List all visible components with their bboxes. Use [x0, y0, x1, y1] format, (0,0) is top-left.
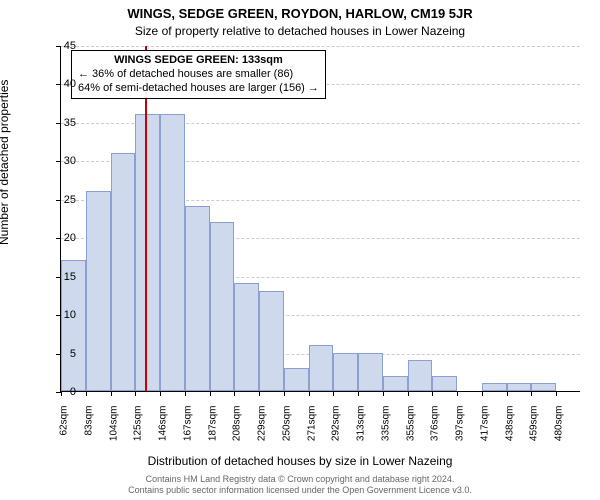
x-tick-label: 62sqm	[59, 406, 70, 452]
x-tick-mark	[556, 391, 557, 396]
x-tick-label: 250sqm	[281, 406, 292, 452]
annotation-box: WINGS SEDGE GREEN: 133sqm← 36% of detach…	[71, 50, 326, 99]
x-tick-mark	[507, 391, 508, 396]
histogram-bar	[284, 368, 309, 391]
x-tick-mark	[358, 391, 359, 396]
x-tick-label: 313sqm	[356, 406, 367, 452]
x-tick-label: 335sqm	[380, 406, 391, 452]
y-tick-label: 0	[46, 386, 76, 398]
x-tick-mark	[383, 391, 384, 396]
histogram-bar	[86, 191, 111, 391]
histogram-bar	[432, 376, 457, 391]
histogram-bar	[333, 353, 358, 391]
x-tick-label: 417sqm	[479, 406, 490, 452]
x-tick-mark	[86, 391, 87, 396]
annotation-larger: 64% of semi-detached houses are larger (…	[78, 82, 319, 96]
y-tick-label: 20	[46, 232, 76, 244]
x-tick-label: 167sqm	[182, 406, 193, 452]
y-tick-label: 40	[46, 78, 76, 90]
y-tick-label: 30	[46, 155, 76, 167]
x-tick-label: 355sqm	[405, 406, 416, 452]
x-tick-label: 271sqm	[306, 406, 317, 452]
histogram-bar	[507, 383, 532, 391]
x-tick-label: 438sqm	[504, 406, 515, 452]
y-tick-label: 5	[46, 348, 76, 360]
x-tick-mark	[333, 391, 334, 396]
chart-subtitle: Size of property relative to detached ho…	[0, 24, 600, 38]
histogram-bar	[185, 206, 210, 391]
annotation-title: WINGS SEDGE GREEN: 133sqm	[78, 54, 319, 68]
x-tick-label: 229sqm	[257, 406, 268, 452]
chart-root: WINGS, SEDGE GREEN, ROYDON, HARLOW, CM19…	[0, 0, 600, 500]
footer-line-2: Contains public sector information licen…	[0, 485, 600, 496]
x-tick-mark	[531, 391, 532, 396]
x-tick-label: 104sqm	[108, 406, 119, 452]
x-tick-label: 208sqm	[232, 406, 243, 452]
chart-plot-area: WINGS SEDGE GREEN: 133sqm← 36% of detach…	[60, 46, 580, 392]
y-tick-label: 45	[46, 40, 76, 52]
y-tick-label: 10	[46, 309, 76, 321]
histogram-bar	[309, 345, 334, 391]
x-tick-mark	[234, 391, 235, 396]
page-title: WINGS, SEDGE GREEN, ROYDON, HARLOW, CM19…	[0, 6, 600, 21]
histogram-bar	[111, 153, 136, 391]
footer-attribution: Contains HM Land Registry data © Crown c…	[0, 474, 600, 496]
histogram-bar	[210, 222, 235, 391]
grid-line	[61, 46, 580, 47]
x-tick-label: 376sqm	[430, 406, 441, 452]
x-tick-label: 459sqm	[529, 406, 540, 452]
x-tick-mark	[160, 391, 161, 396]
x-tick-mark	[259, 391, 260, 396]
x-tick-label: 292sqm	[331, 406, 342, 452]
histogram-bar	[135, 114, 160, 391]
x-tick-mark	[210, 391, 211, 396]
x-tick-mark	[185, 391, 186, 396]
histogram-bar	[408, 360, 433, 391]
x-axis-label: Distribution of detached houses by size …	[0, 454, 600, 468]
histogram-bar	[259, 291, 284, 391]
y-tick-label: 15	[46, 271, 76, 283]
x-tick-mark	[432, 391, 433, 396]
x-tick-mark	[408, 391, 409, 396]
y-tick-label: 25	[46, 194, 76, 206]
x-tick-label: 83sqm	[83, 406, 94, 452]
x-tick-mark	[135, 391, 136, 396]
x-tick-label: 125sqm	[133, 406, 144, 452]
x-tick-label: 397sqm	[455, 406, 466, 452]
x-tick-mark	[111, 391, 112, 396]
y-axis-label: Number of detached properties	[0, 80, 11, 245]
x-tick-label: 146sqm	[158, 406, 169, 452]
histogram-bar	[358, 353, 383, 391]
y-tick-label: 35	[46, 117, 76, 129]
annotation-smaller: ← 36% of detached houses are smaller (86…	[78, 68, 319, 82]
histogram-bar	[234, 283, 259, 391]
histogram-bar	[160, 114, 185, 391]
x-tick-mark	[309, 391, 310, 396]
x-tick-label: 480sqm	[554, 406, 565, 452]
x-tick-mark	[284, 391, 285, 396]
x-tick-label: 187sqm	[207, 406, 218, 452]
histogram-bar	[531, 383, 556, 391]
footer-line-1: Contains HM Land Registry data © Crown c…	[0, 474, 600, 485]
histogram-bar	[383, 376, 408, 391]
x-tick-mark	[457, 391, 458, 396]
x-tick-mark	[482, 391, 483, 396]
histogram-bar	[482, 383, 507, 391]
